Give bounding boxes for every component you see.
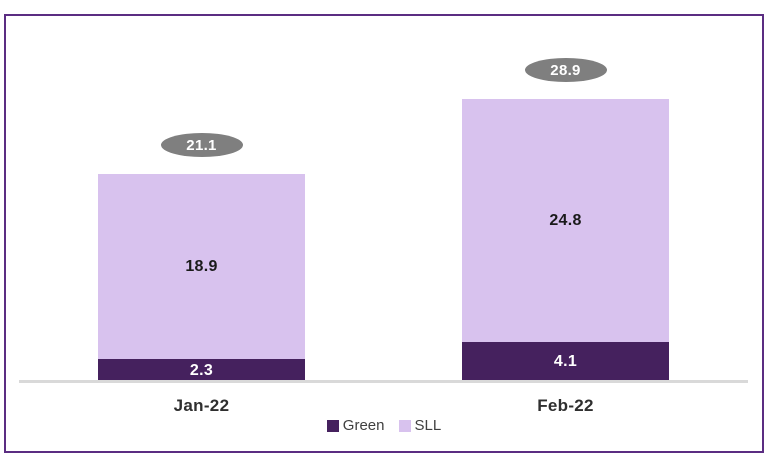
legend: Green SLL: [6, 417, 762, 434]
bar-group-jan: 21.1 18.9 2.3: [98, 133, 305, 382]
value-label-green-feb: 4.1: [553, 353, 578, 370]
value-label-green-jan: 2.3: [189, 361, 214, 379]
bar-segment-sll-jan: 18.9: [98, 174, 305, 359]
total-badge-jan: 21.1: [160, 133, 243, 157]
legend-item-sll: SLL: [398, 417, 442, 434]
total-badge-feb: 28.9: [524, 58, 607, 82]
x-axis-label-feb: Feb-22: [537, 396, 594, 415]
total-label-feb: 28.9: [550, 61, 581, 79]
bar-segment-sll-feb: 24.8: [462, 99, 669, 342]
legend-swatch-sll-icon: [398, 419, 411, 432]
x-axis-line: [19, 380, 748, 383]
legend-label-sll: SLL: [414, 417, 442, 434]
legend-label-green: Green: [342, 417, 385, 434]
value-label-sll-feb: 24.8: [549, 211, 582, 229]
bar-group-feb: 28.9 24.8 4.1: [462, 58, 669, 382]
x-axis-label-jan: Jan-22: [173, 396, 230, 415]
legend-swatch-green-icon: [326, 419, 339, 432]
value-label-sll-jan: 18.9: [185, 257, 218, 275]
legend-item-green: Green: [326, 417, 385, 434]
bar-segment-green-feb: 4.1: [462, 342, 669, 382]
bar-segment-green-jan: 2.3: [98, 359, 305, 382]
total-label-jan: 21.1: [186, 136, 217, 154]
chart-frame: 21.1 18.9 2.3 28.9 24.8 4.1 Jan-22 Feb-2…: [4, 14, 764, 453]
